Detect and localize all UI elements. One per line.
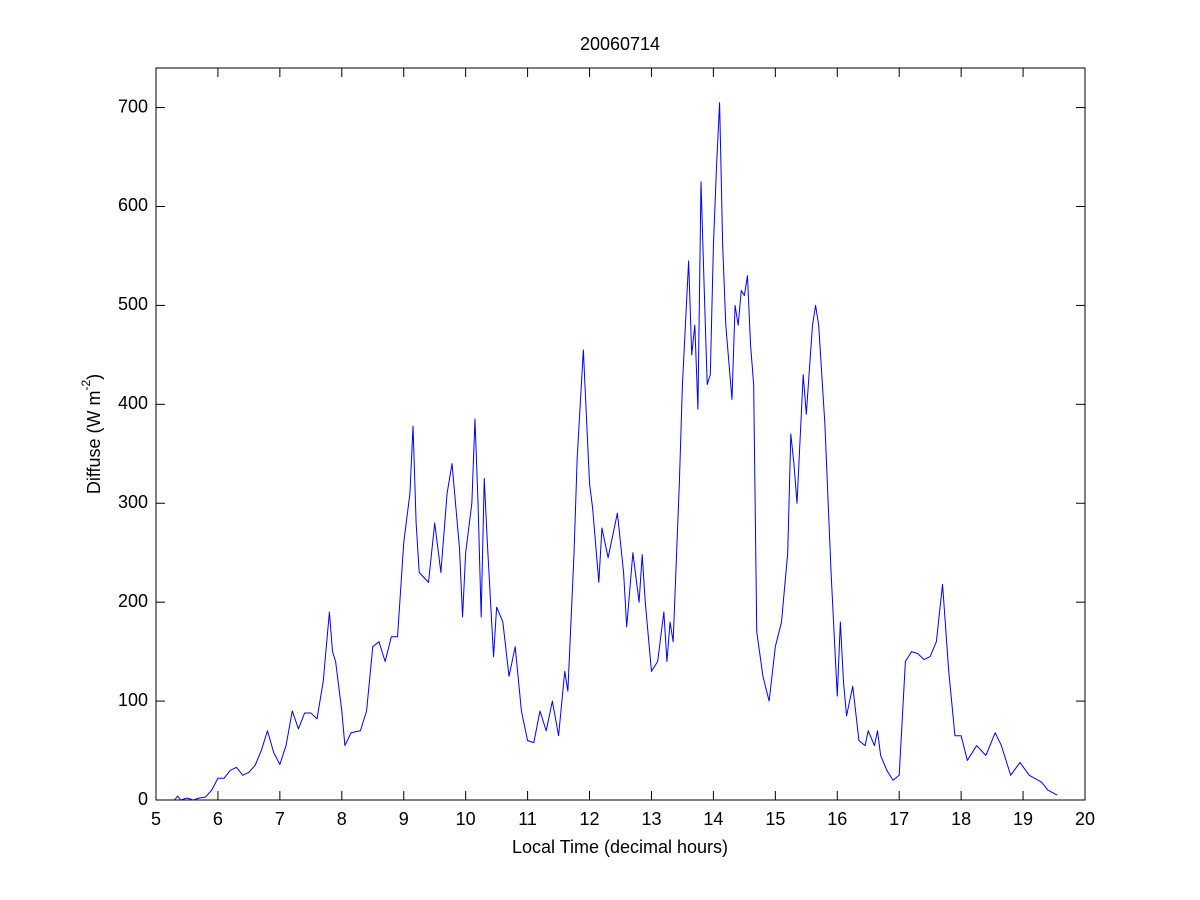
y-label-superscript: -2: [79, 379, 93, 390]
x-tick-label: 11: [518, 809, 537, 829]
x-tick-label: 20: [1075, 809, 1095, 829]
x-tick-label: 5: [151, 809, 161, 829]
chart-title: 20060714: [580, 34, 660, 54]
x-tick-label: 15: [765, 809, 785, 829]
x-tick-label: 7: [275, 809, 285, 829]
x-tick-label: 8: [337, 809, 347, 829]
x-tick-label: 19: [1013, 809, 1033, 829]
x-tick-label: 9: [399, 809, 409, 829]
y-label-suffix: ): [84, 374, 104, 380]
x-tick-label: 17: [889, 809, 909, 829]
y-label-text: Diffuse (W m: [84, 390, 104, 494]
y-tick-label: 700: [118, 96, 148, 116]
x-tick-label: 10: [456, 809, 476, 829]
y-tick-label: 300: [118, 492, 148, 512]
y-tick-label: 500: [118, 294, 148, 314]
y-tick-label: 600: [118, 195, 148, 215]
y-axis-label: Diffuse (W m-2): [79, 374, 104, 494]
y-tick-label: 400: [118, 393, 148, 413]
x-tick-label: 13: [641, 809, 661, 829]
plot-frame: [155, 67, 1086, 801]
data-line: [174, 102, 1058, 801]
y-tick-label: 0: [138, 789, 148, 809]
y-tick-label: 200: [118, 591, 148, 611]
x-tick-label: 12: [580, 809, 600, 829]
y-tick-label: 100: [118, 690, 148, 710]
x-tick-label: 6: [213, 809, 223, 829]
x-axis-label: Local Time (decimal hours): [512, 837, 728, 857]
x-tick-label: 14: [703, 809, 723, 829]
x-tick-label: 16: [827, 809, 847, 829]
x-tick-label: 18: [951, 809, 971, 829]
